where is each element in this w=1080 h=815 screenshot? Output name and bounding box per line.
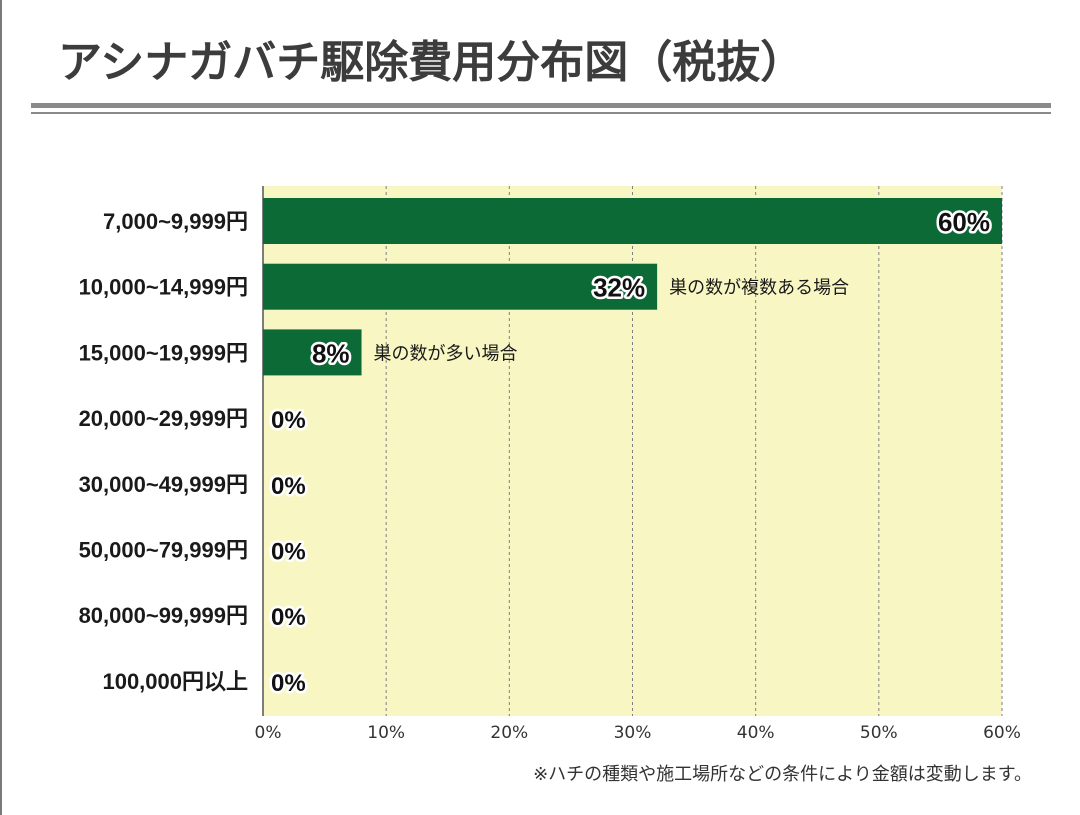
- bar: [263, 198, 1002, 244]
- category-label: 80,000~99,999円: [79, 603, 248, 628]
- category-label: 20,000~29,999円: [79, 406, 248, 431]
- footnote: ※ハチの種類や施工場所などの条件により金額は変動します。: [533, 764, 1032, 785]
- bar-annotation: 巣の数が複数ある場合: [669, 278, 849, 299]
- value-label: 0%: [271, 604, 306, 631]
- bar: [263, 329, 362, 376]
- x-tick-label: 40%: [737, 723, 775, 743]
- x-tick-label: 0%: [255, 723, 282, 743]
- value-label: 60%: [938, 207, 990, 237]
- value-label: 0%: [271, 473, 306, 500]
- category-label: 7,000~9,999円: [103, 209, 248, 234]
- bar-annotation: 巣の数が多い場合: [374, 343, 518, 364]
- value-label: 0%: [271, 407, 306, 434]
- x-tick-label: 50%: [860, 723, 898, 743]
- category-label: 10,000~14,999円: [79, 275, 248, 300]
- x-tick-label: 30%: [614, 723, 652, 743]
- value-label: 8%: [312, 338, 350, 368]
- value-label: 32%: [593, 273, 645, 303]
- category-label: 50,000~79,999円: [79, 538, 248, 563]
- category-label: 100,000円以上: [102, 669, 248, 694]
- title-divider: [31, 103, 1051, 108]
- x-tick-label: 10%: [367, 723, 405, 743]
- title-divider-thin: [31, 112, 1051, 114]
- bar: [263, 263, 658, 310]
- value-label: 0%: [271, 539, 306, 566]
- x-tick-label: 60%: [983, 723, 1021, 743]
- left-edge-line: [0, 0, 2, 815]
- x-tick-label: 20%: [490, 723, 528, 743]
- category-label: 30,000~49,999円: [79, 472, 248, 497]
- value-label: 0%: [271, 670, 306, 697]
- page-title: アシナガバチ駆除費用分布図（税抜）: [58, 37, 805, 88]
- category-label: 15,000~19,999円: [79, 340, 248, 365]
